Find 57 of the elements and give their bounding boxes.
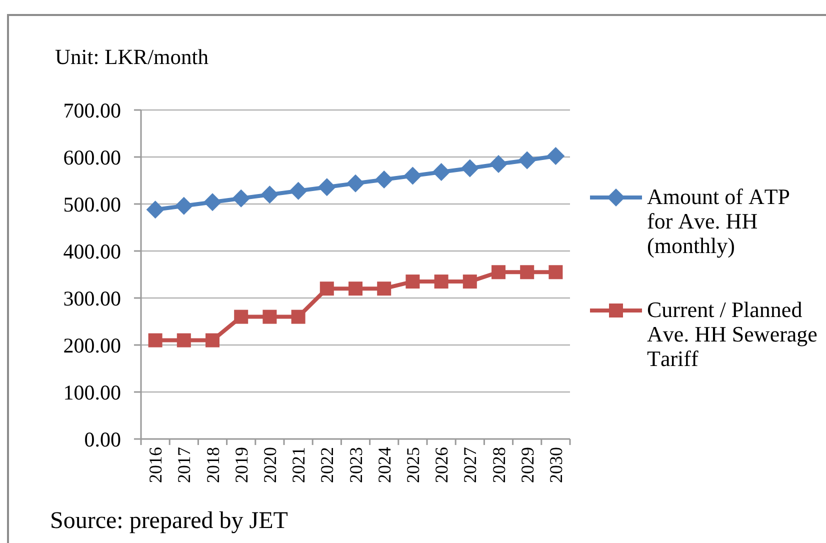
point <box>434 274 448 289</box>
x-tick-label: 2016 <box>146 447 166 483</box>
point <box>404 166 422 185</box>
point <box>460 159 479 178</box>
source-note: Source: prepared by JET <box>50 508 288 534</box>
point <box>148 333 162 348</box>
y-tick-label: 500.00 <box>63 192 121 216</box>
point <box>320 282 334 296</box>
x-tick-label: 2028 <box>488 447 509 483</box>
x-tick-label: 2019 <box>231 447 252 483</box>
point <box>346 174 364 192</box>
x-tick-label: 2029 <box>517 447 538 483</box>
x-tick-label: 2025 <box>403 447 423 483</box>
point <box>262 310 277 324</box>
x-tick-label: 2027 <box>460 447 480 483</box>
y-tick-label: 300.00 <box>63 286 121 310</box>
x-tick-label: 2023 <box>346 447 366 483</box>
point <box>546 147 565 166</box>
point <box>432 163 450 182</box>
y-tick-label: 0.00 <box>84 427 121 452</box>
x-tick-label: 2024 <box>374 447 394 483</box>
y-tick-label: 600.00 <box>63 145 121 170</box>
x-tick-label: 2020 <box>260 447 280 483</box>
point <box>176 333 191 348</box>
point <box>232 189 250 208</box>
point <box>375 170 394 189</box>
y-tick-label: 200.00 <box>63 333 121 358</box>
y-tick-label: 700.00 <box>63 98 121 122</box>
point <box>289 182 308 200</box>
legend-label: Current / Planned Ave. HH Sewerage Tariff <box>647 297 818 371</box>
y-axis-title: Unit: LKR/month <box>55 45 209 69</box>
x-tick-label: 2022 <box>317 447 338 483</box>
x-tick-label: 2017 <box>174 447 194 483</box>
point <box>518 151 536 170</box>
point <box>318 178 336 196</box>
point <box>260 186 279 204</box>
y-tick-label: 100.00 <box>63 380 121 404</box>
point <box>492 265 506 280</box>
point <box>234 310 248 324</box>
y-tick-label: 400.00 <box>63 239 121 264</box>
point <box>377 282 392 296</box>
point <box>520 265 534 280</box>
legend-label: Amount of ATP for Ave. HH (monthly) <box>647 184 790 258</box>
x-tick-label: 2018 <box>202 447 223 483</box>
point <box>204 193 222 212</box>
point <box>406 274 420 289</box>
point <box>348 282 362 296</box>
point <box>146 200 164 219</box>
point <box>462 274 477 289</box>
point <box>291 310 306 324</box>
point <box>490 155 508 174</box>
x-tick-label: 2026 <box>432 447 452 483</box>
x-tick-label: 2021 <box>288 447 309 483</box>
point <box>206 333 220 348</box>
point <box>174 196 193 215</box>
point <box>548 265 563 280</box>
x-tick-label: 2030 <box>546 447 566 483</box>
